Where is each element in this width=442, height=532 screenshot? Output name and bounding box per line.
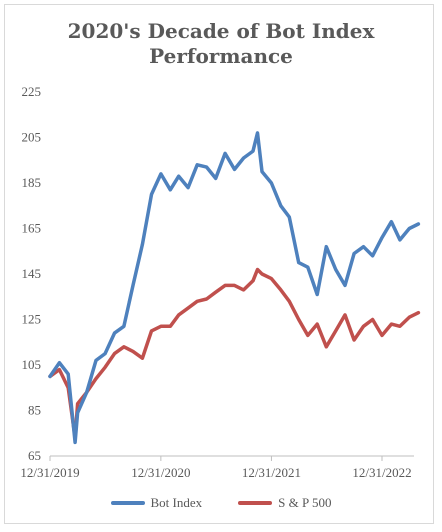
legend-label-bot-index: Bot Index [150, 495, 203, 510]
y-tick-label: 165 [22, 221, 42, 236]
legend-label-sp500: S & P 500 [278, 495, 332, 510]
legend-item-bot-index[interactable]: Bot Index [110, 495, 203, 511]
y-tick-label: 205 [22, 130, 42, 145]
x-tick-label: 12/31/2021 [242, 465, 301, 480]
y-tick-label: 125 [22, 312, 42, 327]
x-axis-ticks: 12/31/2019 12/31/2020 12/31/2021 12/31/2022 [20, 456, 412, 480]
legend-item-sp500[interactable]: S & P 500 [238, 495, 331, 511]
y-tick-label: 225 [22, 84, 42, 99]
legend-swatch-bot-index [110, 501, 145, 505]
y-tick-label: 85 [28, 403, 41, 418]
series-line-sp500 [48, 267, 421, 440]
y-tick-label: 185 [22, 175, 42, 190]
legend-swatch-sp500 [238, 501, 273, 505]
chart-title-line-1: 2020's Decade of Bot Index [67, 19, 375, 43]
x-tick-label: 12/31/2019 [20, 465, 79, 480]
x-tick-label: 12/31/2020 [131, 465, 190, 480]
chart-title-line-2: Performance [149, 44, 293, 68]
chart-title: 2020's Decade of Bot Index Performance [0, 19, 442, 69]
series-lines [48, 131, 421, 445]
legend: Bot Index S & P 500 [0, 495, 442, 511]
y-axis-ticks: 225 205 185 165 145 125 105 85 65 [22, 84, 42, 463]
x-tick-label: 12/31/2022 [352, 465, 411, 480]
y-tick-label: 65 [28, 448, 41, 463]
y-tick-label: 105 [22, 357, 42, 372]
y-tick-label: 145 [22, 266, 42, 281]
series-line-bot-index [48, 131, 421, 445]
